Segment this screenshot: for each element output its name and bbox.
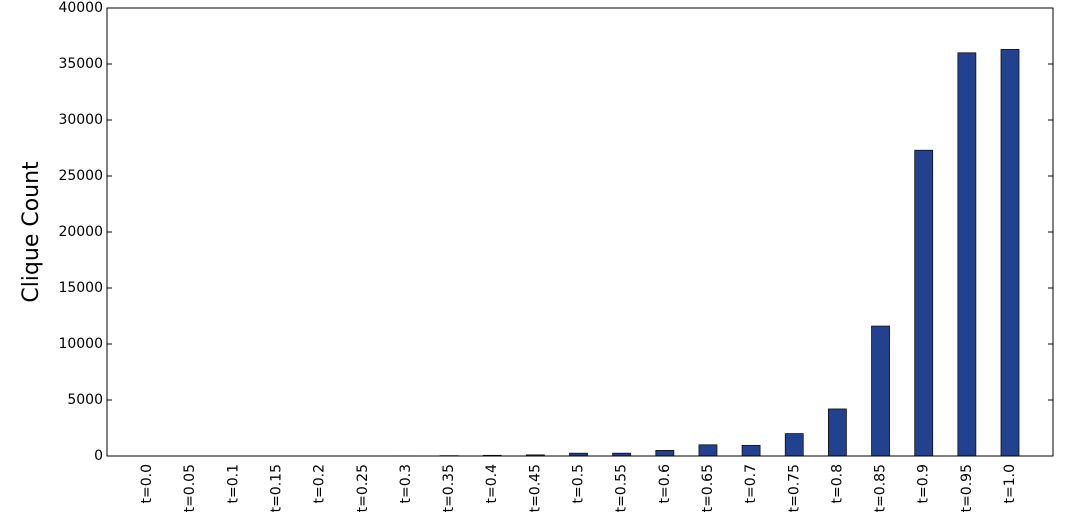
bar: [655, 449, 675, 457]
bar: [828, 408, 847, 457]
x-tick-label: t=0.75: [786, 464, 802, 512]
y-tick-label: 0: [94, 448, 103, 464]
bar: [1000, 49, 1020, 457]
x-tick-label: t=0.65: [700, 464, 716, 512]
x-tick-label: t=0.15: [268, 464, 284, 512]
y-tick-label: 15000: [58, 280, 103, 296]
y-tick-label: 10000: [58, 336, 103, 352]
y-tick-label: 40000: [58, 0, 103, 16]
x-tick-label: t=0.2: [312, 464, 328, 503]
y-axis-label: Clique Count: [19, 161, 44, 303]
x-tick-label: t=0.55: [614, 464, 630, 512]
y-tick-label: 20000: [58, 224, 103, 240]
x-tick-label: t=0.45: [527, 464, 543, 512]
bar: [784, 433, 804, 457]
bar: [914, 149, 934, 457]
x-tick-label: t=0.8: [829, 464, 845, 503]
bar: [698, 444, 718, 457]
y-tick-label: 30000: [58, 112, 103, 128]
x-tick-label: t=0.85: [873, 464, 889, 512]
x-tick-label: t=0.5: [571, 464, 587, 503]
x-tick-label: t=0.95: [959, 464, 975, 512]
x-tick-label: t=0.1: [225, 464, 241, 503]
x-tick-label: t=0.7: [743, 464, 759, 503]
bar: [957, 52, 977, 457]
x-tick-label: t=0.25: [355, 464, 371, 512]
bar: [741, 444, 761, 457]
bar: [871, 325, 890, 457]
x-tick-label: t=1.0: [1002, 464, 1018, 503]
y-tick-label: 25000: [58, 168, 103, 184]
x-tick-label: t=0.3: [398, 464, 414, 503]
x-tick-label: t=0.35: [441, 464, 457, 512]
x-tick-label: t=0.6: [657, 464, 673, 504]
plot-frame: [106, 7, 1054, 457]
x-tick-label: t=0.9: [916, 464, 932, 503]
y-tick-label: 35000: [58, 56, 103, 72]
x-tick-label: t=0.05: [182, 464, 198, 512]
x-tick-label: t=0.4: [484, 464, 500, 504]
y-tick-label: 5000: [67, 392, 103, 408]
x-tick-label: t=0.0: [139, 464, 155, 503]
